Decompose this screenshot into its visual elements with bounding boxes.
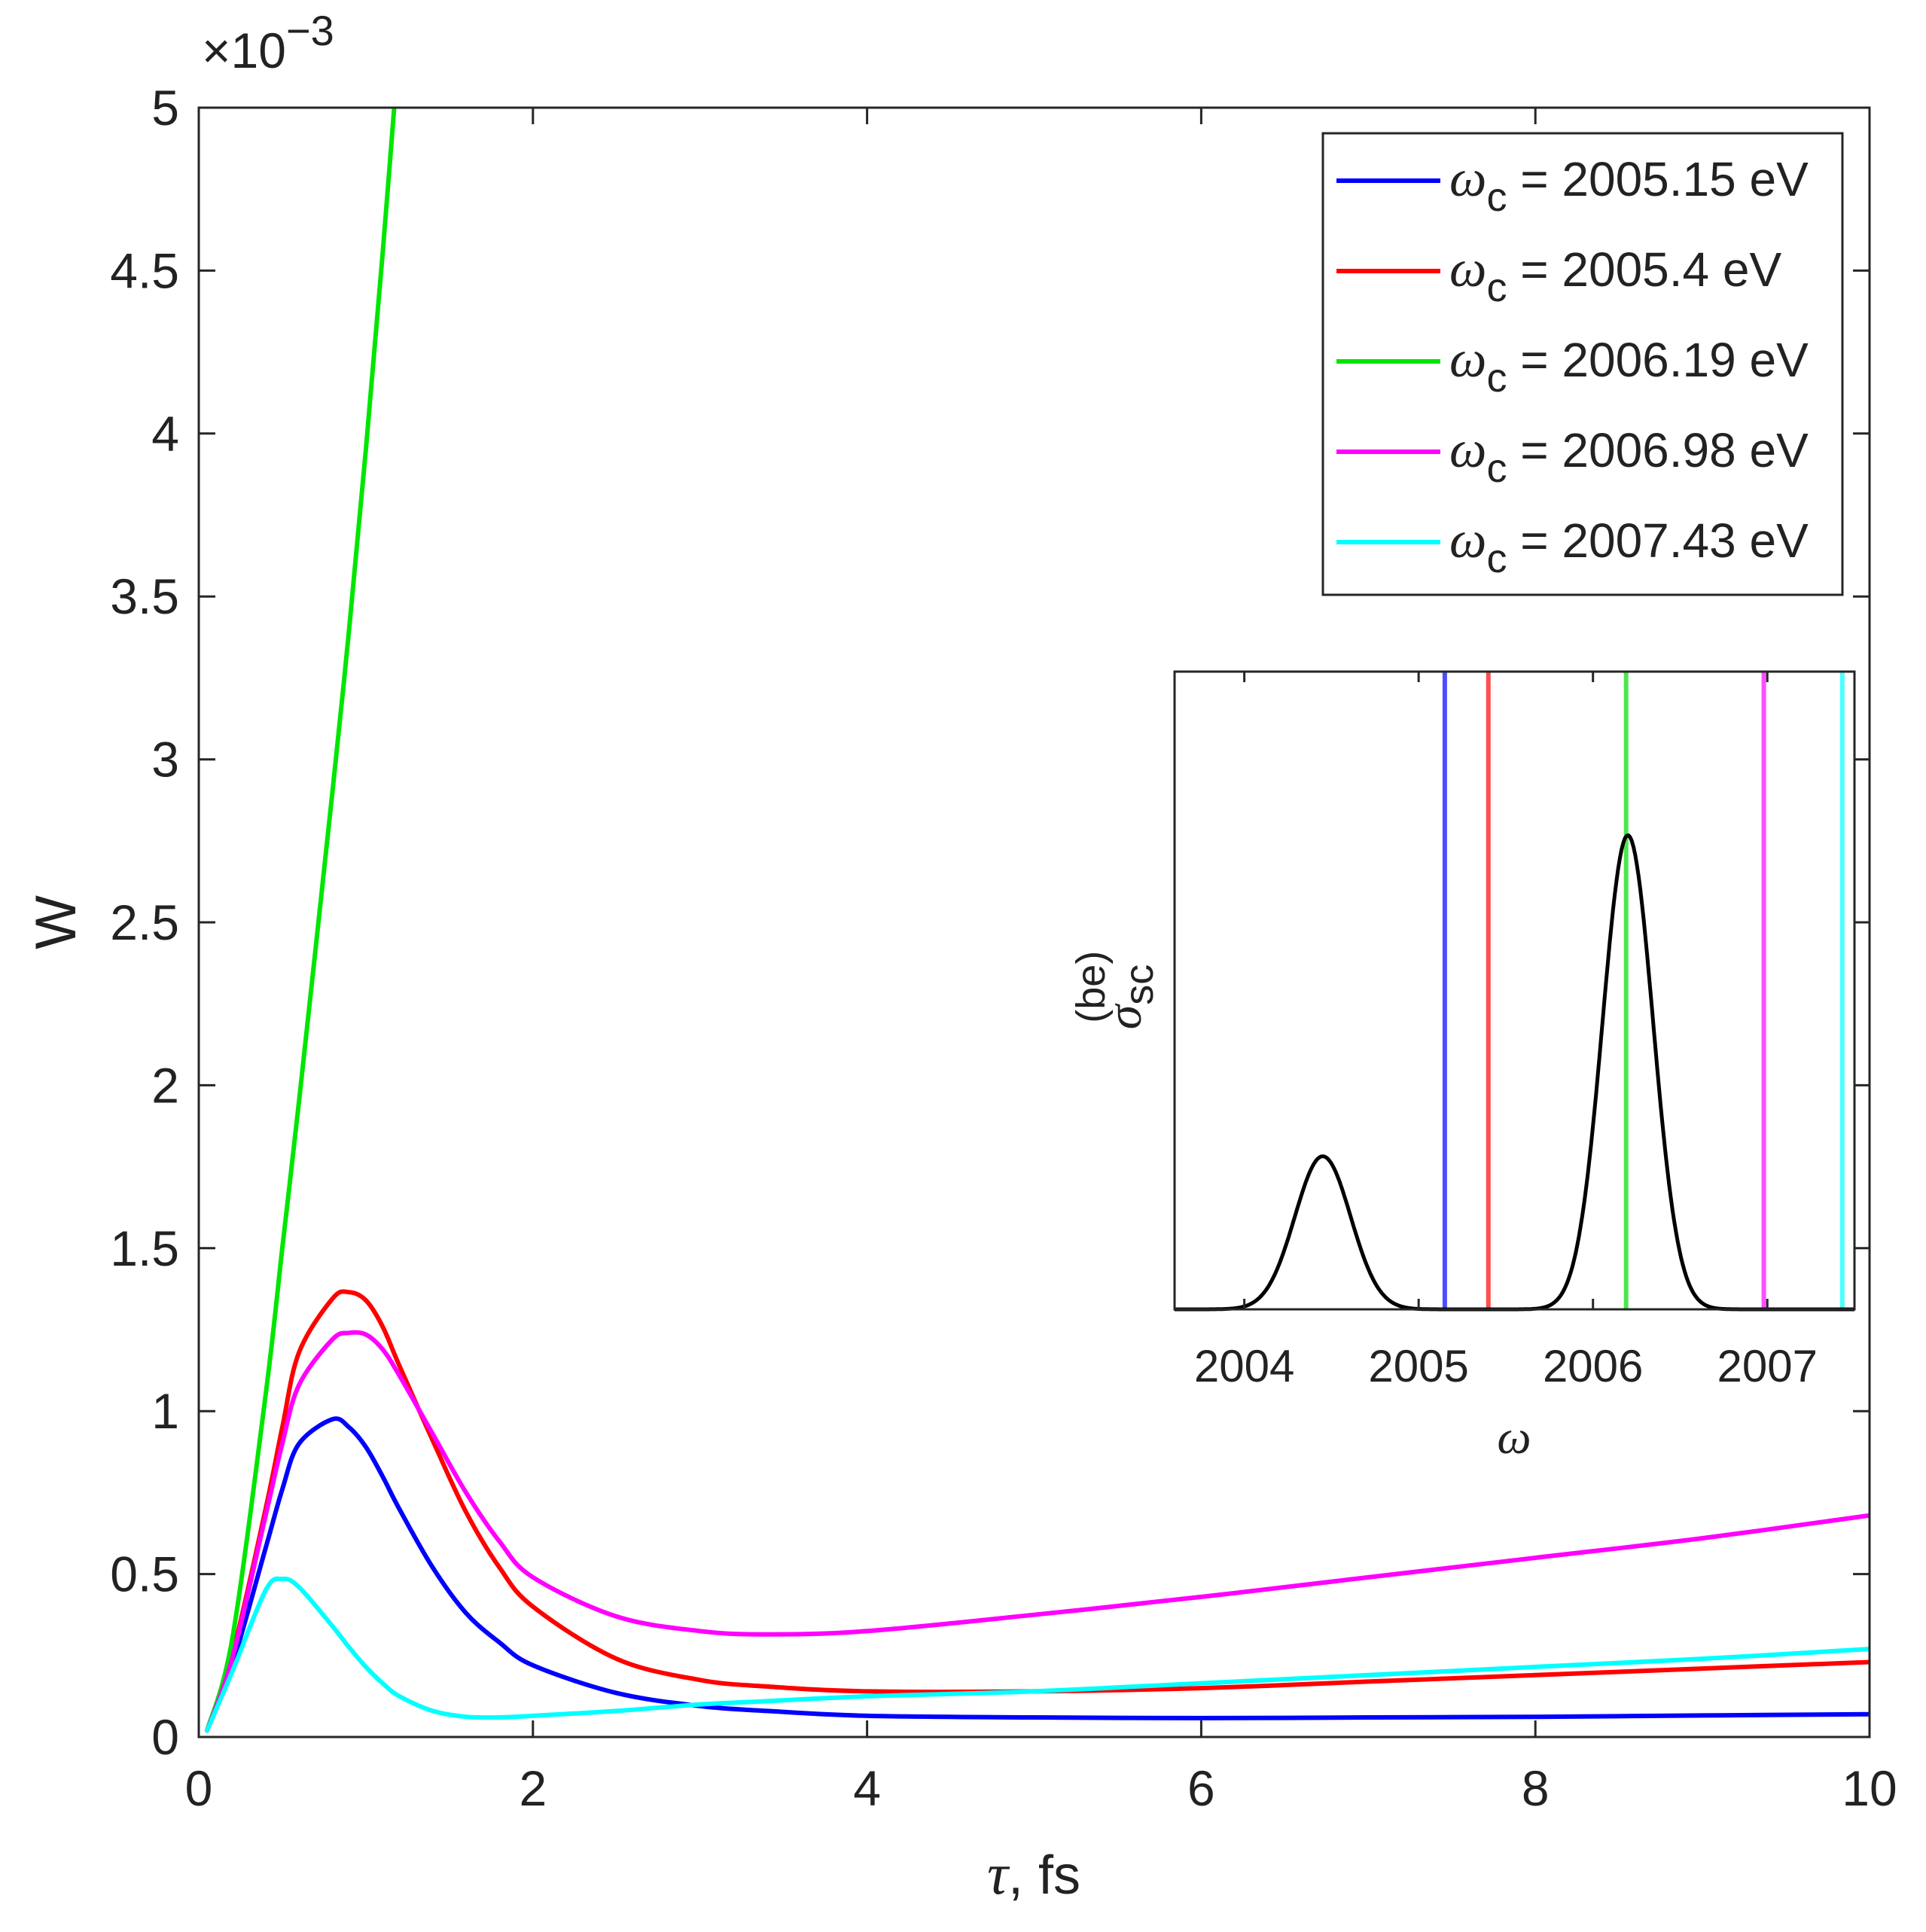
main-series-group [205,108,1870,1733]
y-tick-label: 0 [151,1709,179,1765]
main-tick-marks [197,106,1871,1738]
y-exponent-label: ×10−3 [202,7,334,78]
legend-label: ωc = 2006.98 eV [1449,421,1809,491]
y-tick-label: 2 [151,1057,179,1113]
y-tick-label: 0.5 [110,1547,179,1602]
x-tick-label: 0 [185,1760,213,1816]
inset-y-axis-label: σsc(be) [1068,951,1162,1030]
y-axis-label: W [24,895,88,949]
y-tick-label: 2.5 [110,894,179,950]
inset-x-axis-label: ω [1497,1410,1531,1464]
inset-chart: 2004 2005 2006 2007 ω σsc(be) [1068,670,1856,1464]
x-tick-label: 8 [1522,1760,1550,1816]
x-tick-label: 6 [1187,1760,1215,1816]
series-line-2 [205,1289,1870,1733]
y-tick-label: 1.5 [110,1220,179,1276]
legend-label: ωc = 2005.15 eV [1449,150,1809,220]
y-tick-label: 4.5 [110,242,179,298]
legend-label: ωc = 2007.43 eV [1449,511,1809,581]
y-tick-label: 5 [151,80,179,136]
inset-x-tick-label: 2007 [1717,1341,1817,1391]
main-y-tick-labels: 0 0.5 1 1.5 2 2.5 3 3.5 4 4.5 5 [110,80,179,1765]
legend: ωc = 2005.15 eV ωc = 2005.4 eV ωc = 2006.1… [1321,132,1844,596]
main-x-tick-labels: 0 2 4 6 8 10 [185,1760,1897,1816]
x-axis-label: τ, fs [987,1841,1080,1906]
inset-x-tick-labels: 2004 2005 2006 2007 [1194,1341,1818,1391]
inset-marker-lines [1442,672,1845,1309]
x-tick-label: 10 [1842,1760,1897,1816]
y-tick-label: 4 [151,406,179,462]
legend-label: ωc = 2005.4 eV [1449,240,1782,310]
x-tick-label: 4 [853,1760,881,1816]
inset-axes-box [1173,670,1856,1311]
y-tick-label: 1 [151,1383,179,1439]
legend-label: ωc = 2006.19 eV [1449,331,1809,401]
y-tick-label: 3.5 [110,568,179,624]
series-line-5 [205,1576,1870,1733]
x-tick-label: 2 [519,1760,547,1816]
inset-tick-marks [1243,672,1769,1309]
series-line-4 [205,1330,1870,1733]
series-line-3 [205,108,397,1733]
inset-background [1175,672,1854,1309]
series-line-1 [205,1416,1870,1733]
y-tick-label: 3 [151,732,179,788]
inset-x-tick-label: 2005 [1368,1341,1468,1391]
main-axes-box [197,106,1871,1738]
legend-box [1321,132,1844,596]
inset-x-tick-label: 2006 [1543,1341,1643,1391]
inset-x-tick-label: 2004 [1194,1341,1294,1391]
main-chart: 0 2 4 6 8 10 0 0.5 1 1.5 2 2.5 3 3.5 4 4.5 5 ×10−3 τ, f… [24,7,1897,1906]
legend-entries: ωc = 2005.15 eV ωc = 2005.4 eV ωc = 2006.1… [1336,150,1809,581]
